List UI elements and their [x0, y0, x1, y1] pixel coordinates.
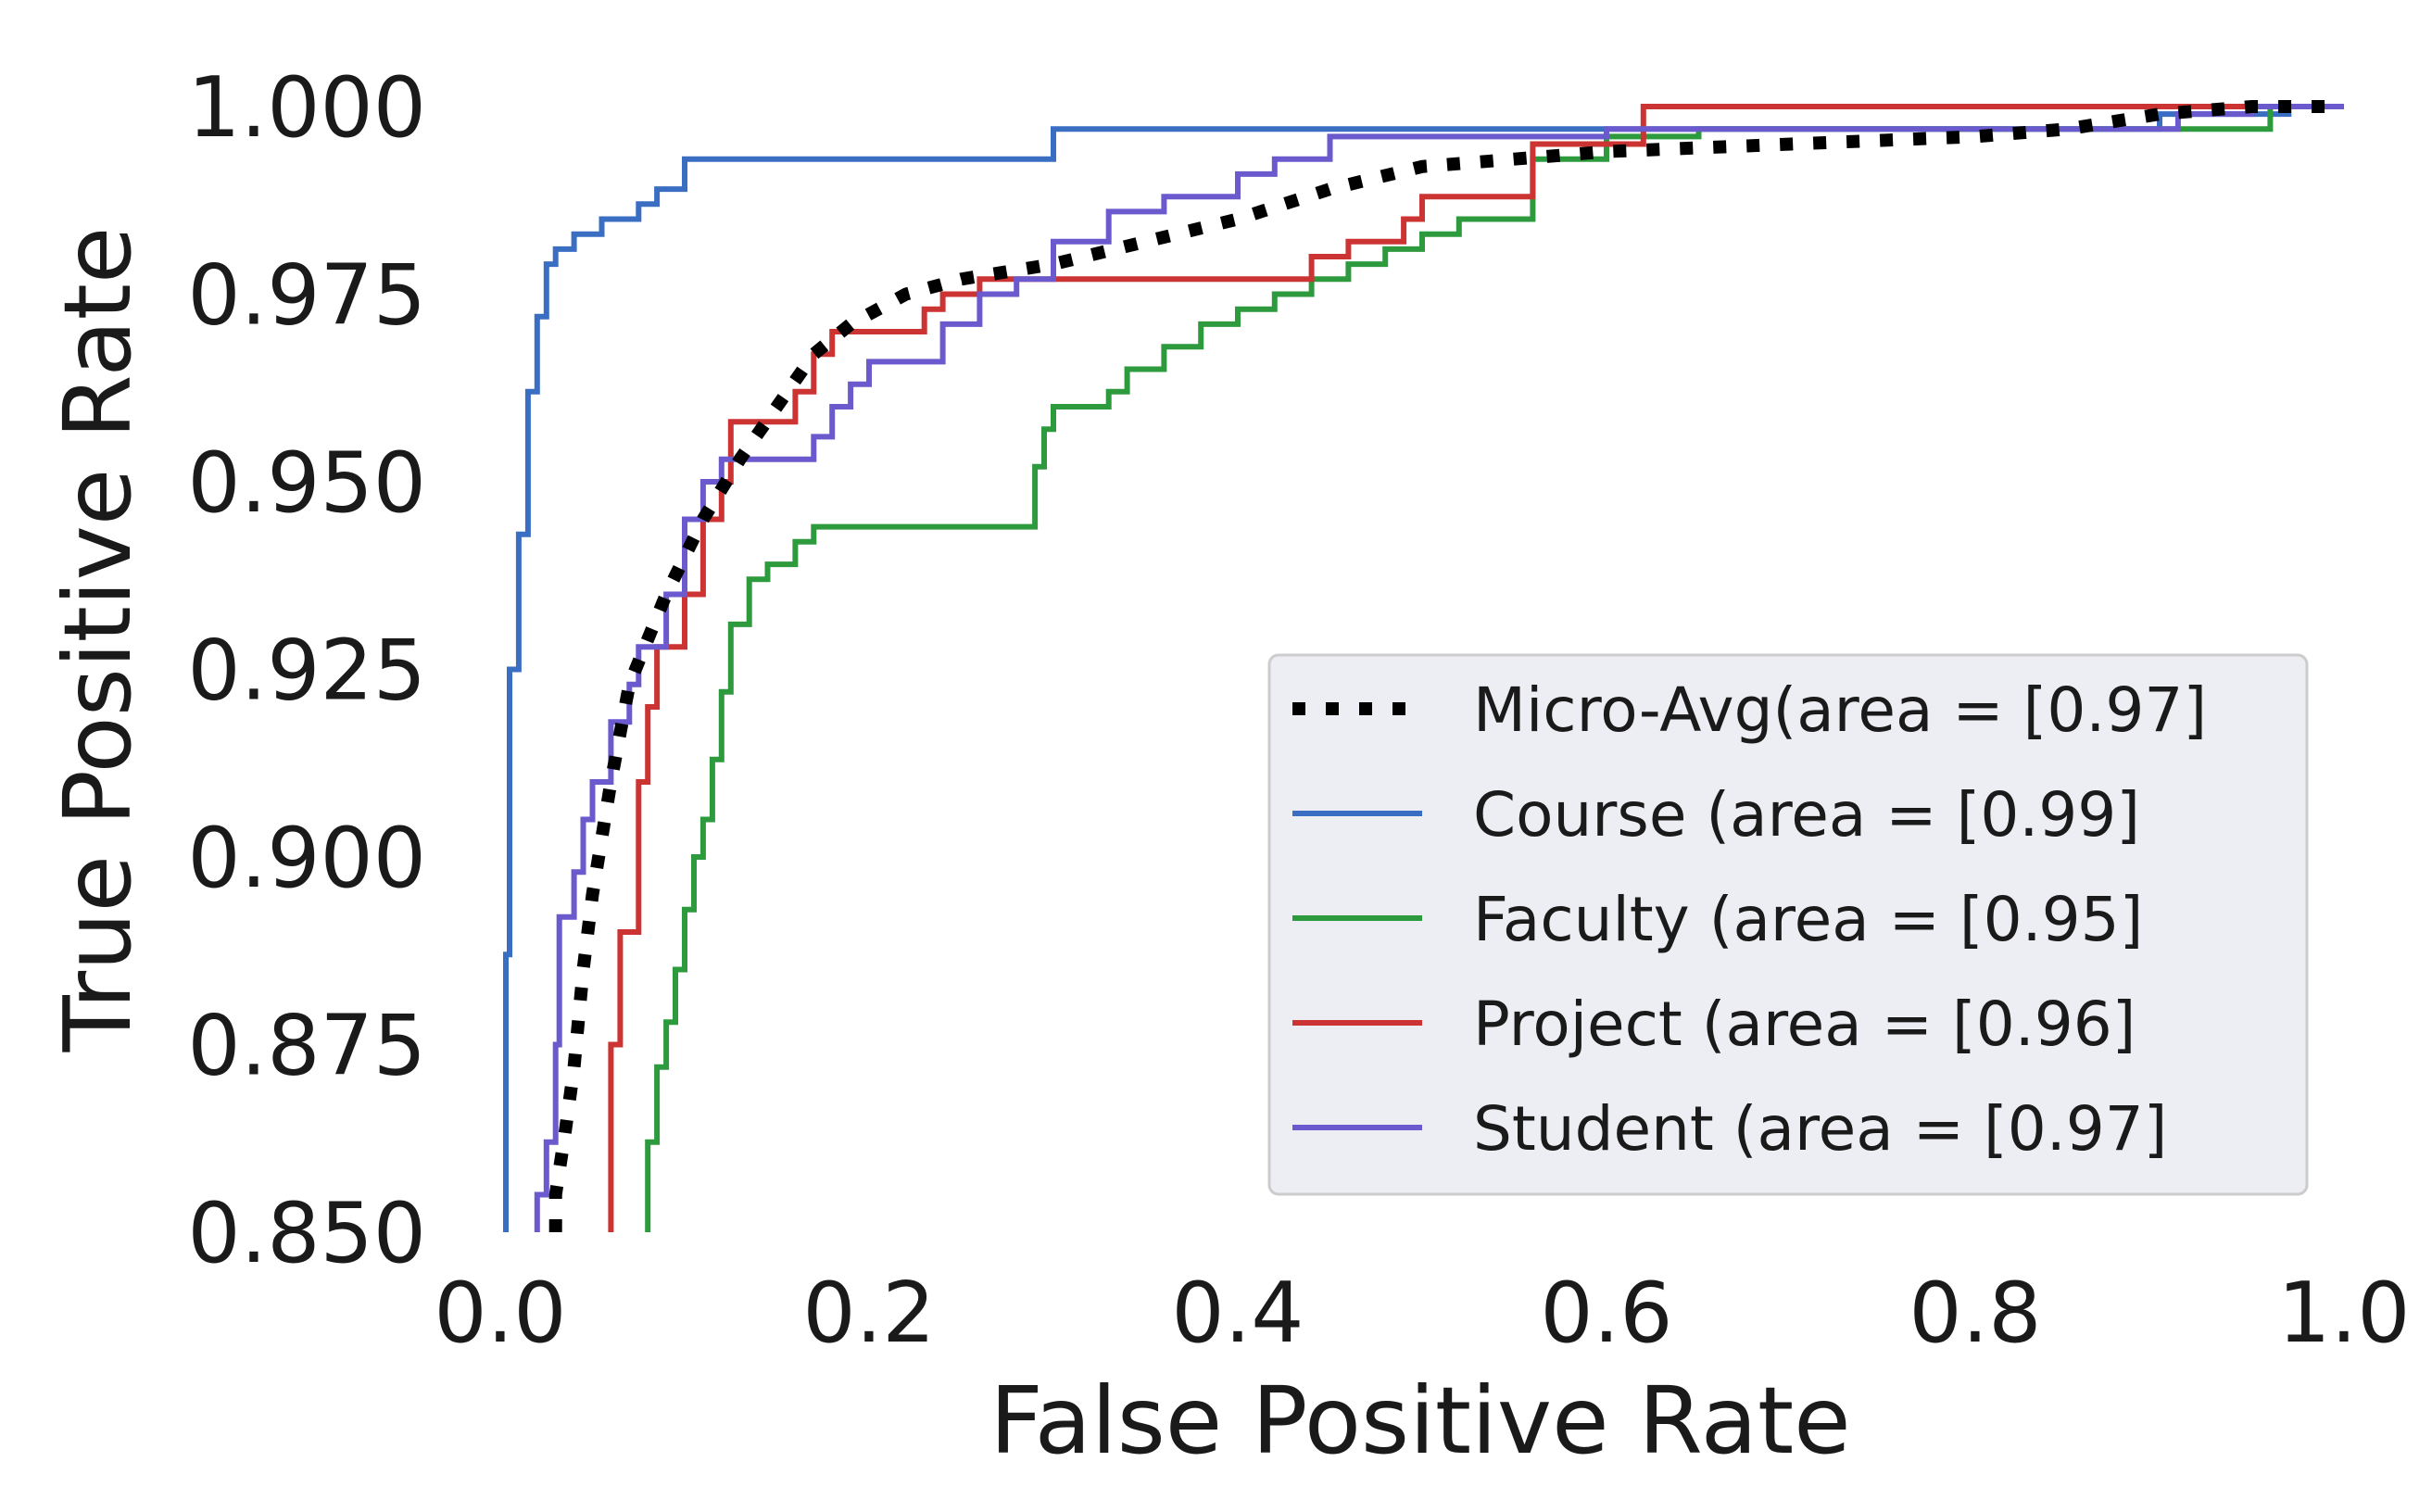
y-tick-label: 0.900: [187, 810, 426, 907]
y-tick-label: 0.975: [187, 247, 426, 345]
y-axis-label: True Positive Rate: [44, 227, 152, 1053]
y-tick-label: 1.000: [187, 59, 426, 157]
y-tick-label: 0.875: [187, 998, 426, 1095]
x-tick-label: 0.4: [1171, 1265, 1304, 1362]
legend: Micro-Avg(area = [0.97] Course (area = [0…: [1267, 653, 2309, 1196]
legend-box: [1267, 653, 2309, 1196]
x-axis-label: False Positive Rate: [989, 1367, 1850, 1475]
x-axis-ticks: 0.0 0.2 0.4 0.6 0.8 1.0: [434, 1265, 2410, 1362]
y-tick-label: 0.850: [187, 1185, 426, 1282]
x-tick-label: 0.6: [1540, 1265, 1672, 1362]
y-tick-label: 0.925: [187, 623, 426, 720]
series-line-micro-avg: [548, 100, 2344, 1232]
series-line-student: [534, 104, 2344, 1232]
legend-label-student: Student (area = [0.97]: [1473, 1093, 2167, 1165]
legend-label-micro-avg: Micro-Avg(area = [0.97]: [1473, 674, 2207, 746]
legend-label-project: Project (area = [0.96]: [1473, 989, 2136, 1060]
legend-label-course: Course (area = [0.99]: [1473, 779, 2140, 850]
legend-label-faculty: Faculty (area = [0.95]: [1473, 884, 2143, 955]
x-tick-label: 0.0: [434, 1265, 566, 1362]
x-tick-label: 0.2: [802, 1265, 935, 1362]
series-line-faculty: [645, 104, 2344, 1232]
y-tick-label: 0.950: [187, 435, 426, 532]
series-layer: [503, 100, 2344, 1232]
series-line-project: [608, 104, 2344, 1232]
x-tick-label: 1.0: [2277, 1265, 2410, 1362]
series-line-course: [503, 104, 2344, 1232]
x-tick-label: 0.8: [1909, 1265, 2041, 1362]
y-axis-ticks: 0.850 0.875 0.900 0.925 0.950 0.975 1.000: [187, 59, 426, 1282]
